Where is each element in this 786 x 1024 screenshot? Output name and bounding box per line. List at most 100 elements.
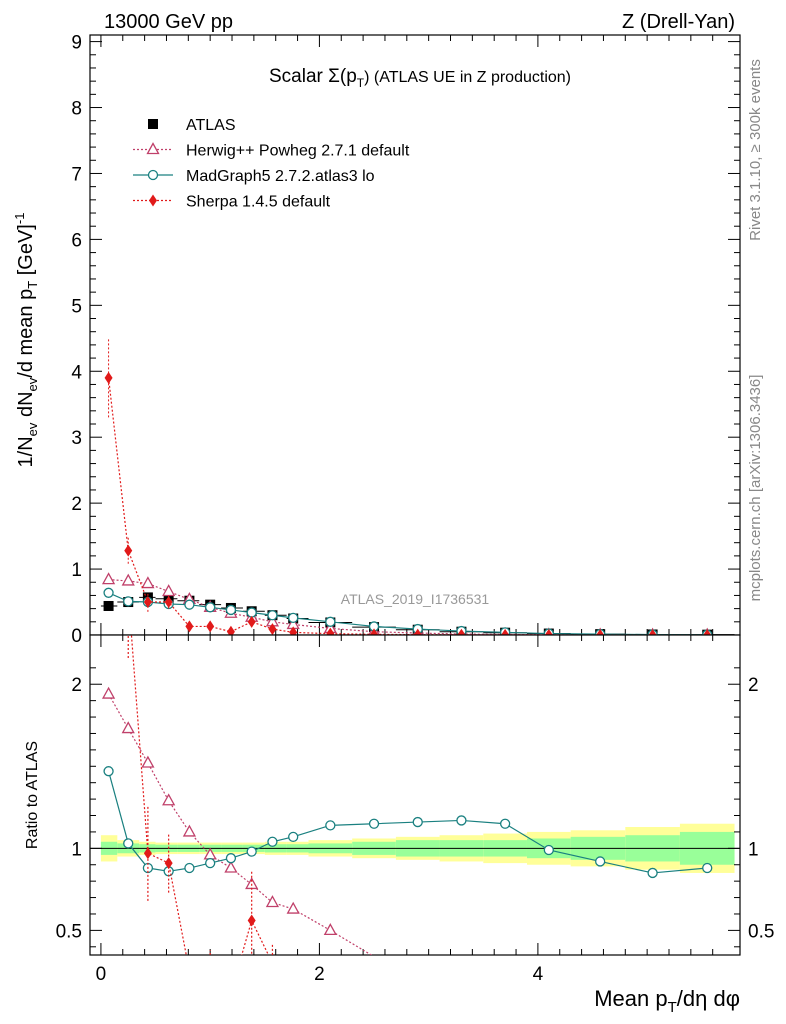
series-point-3 — [104, 371, 113, 384]
main-ytick-label: 0 — [71, 626, 82, 647]
header-left: 13000 GeV pp — [104, 11, 233, 33]
ratio-point-1 — [412, 816, 423, 828]
ratio-point-2 — [247, 914, 256, 927]
main-ylabel: 1/Nev dNev/d mean pT [GeV]-1 — [12, 213, 40, 468]
series-point-2 — [123, 596, 134, 607]
ratio-ytick-label-right: 1 — [748, 839, 759, 860]
series-point-2 — [246, 607, 257, 618]
ratio-ylabel: Ratio to ATLAS — [24, 741, 41, 849]
legend-marker — [149, 194, 157, 207]
series-point-2 — [225, 604, 237, 616]
main-ytick-label: 3 — [71, 428, 82, 449]
ratio-axes: 0.5 0.5 1 1 2 2 0 2 4 — [56, 635, 774, 985]
legend: ATLAS Herwig++ Powheg 2.7.1 default MadGra… — [133, 117, 410, 211]
ratio-panel: 0.5 0.5 1 1 2 2 0 2 4 — [56, 634, 774, 985]
x-axis-label: Mean pT/dη dφ — [594, 986, 740, 1016]
mcplots-label: mcplots.cern.ch [arXiv:1306.3436] — [747, 375, 764, 602]
series-point-1 — [141, 576, 155, 589]
legend-label: Sherpa 1.4.5 default — [186, 194, 331, 211]
main-ytick-label: 1 — [71, 560, 82, 581]
legend-marker — [148, 119, 158, 129]
ratio-point-1 — [225, 853, 237, 864]
main-ytick-label: 2 — [71, 494, 82, 515]
ratio-point-0 — [182, 824, 197, 837]
main-ytick-label: 4 — [71, 362, 82, 383]
ratio-point-1 — [499, 818, 511, 829]
ratio-point-1 — [205, 857, 216, 869]
main-series — [100, 338, 735, 641]
plot-title: Scalar Σ(pT) (ATLAS UE in Z production) — [269, 66, 571, 90]
ratio-ytick-label: 1 — [71, 839, 82, 860]
ratio-xtick-label: 4 — [533, 964, 544, 985]
legend-marker — [147, 169, 159, 181]
ratio-point-2 — [143, 847, 152, 860]
series-point-2 — [184, 599, 195, 610]
ratio-point-1 — [702, 862, 713, 874]
ratio-point-1 — [325, 820, 336, 831]
ratio-xtick-label: 0 — [96, 964, 107, 985]
ratio-point-0 — [141, 755, 155, 768]
x-axis-label-suffix: /dη dφ — [677, 986, 740, 1011]
plot-title-sub: T — [357, 76, 365, 90]
ratio-point-0 — [286, 901, 300, 914]
plot-title-prefix: Scalar — [269, 66, 328, 87]
main-frame — [89, 34, 741, 636]
series-point-2 — [288, 612, 299, 624]
series-point-3 — [206, 620, 215, 633]
ratio-point-1 — [123, 838, 134, 849]
rivet-label: Rivet 3.1.10, ≥ 300k events — [747, 59, 764, 241]
ratio-point-1 — [246, 846, 257, 857]
ratio-point-2 — [164, 857, 173, 870]
series-point-3 — [124, 544, 133, 557]
series-point-2 — [205, 602, 216, 613]
series-point-2 — [103, 587, 114, 598]
ratio-point-1 — [595, 856, 606, 867]
legend-label: MadGraph5 2.7.2.atlas3 lo — [186, 168, 375, 185]
ratio-point-1 — [184, 862, 195, 874]
ratio-frame — [89, 634, 741, 956]
series-point-3 — [185, 620, 194, 633]
ratio-point-0 — [224, 860, 238, 873]
ratio-ytick-label: 0.5 — [56, 921, 82, 942]
main-ytick-label: 8 — [71, 99, 82, 120]
series-point-0 — [103, 600, 114, 611]
series-point-3 — [164, 596, 173, 609]
ratio-point-1 — [288, 831, 299, 842]
ratio-point-1 — [368, 818, 380, 829]
ratio-point-1 — [543, 844, 554, 856]
main-ytick-label: 7 — [71, 164, 82, 185]
series-point-3 — [143, 596, 152, 609]
ratio-series-clipped — [101, 635, 713, 955]
legend-marker — [146, 142, 160, 155]
main-panel: 0 1 2 3 4 5 6 7 8 9 ATLAS_2019_I1736531 Scalar Σ(… — [71, 33, 741, 647]
ratio-point-0 — [101, 686, 116, 699]
series-point-2 — [325, 616, 336, 627]
series-point-2 — [267, 610, 278, 621]
ratio-ytick-label-right: 2 — [748, 675, 759, 696]
main-ytick-label: 9 — [71, 33, 82, 54]
ratio-point-0 — [265, 895, 280, 908]
plot-title-sigma: Σ(p — [328, 66, 357, 87]
ratio-ytick-label-right: 0.5 — [748, 921, 774, 942]
ratio-point-1 — [456, 815, 467, 826]
legend-label: ATLAS — [186, 117, 236, 134]
ratio-point-0 — [121, 721, 135, 734]
analysis-watermark: ATLAS_2019_I1736531 — [341, 591, 490, 607]
ratio-point-1 — [267, 836, 278, 847]
series-point-3 — [247, 615, 256, 628]
ratio-point-0 — [323, 923, 337, 936]
x-axis-label-sub: T — [668, 999, 677, 1016]
legend-label: Herwig++ Powheg 2.7.1 default — [186, 143, 410, 160]
main-axes: 0 1 2 3 4 5 6 7 8 9 — [71, 33, 740, 647]
x-axis-label-prefix: Mean p — [594, 986, 667, 1011]
header-right: Z (Drell-Yan) — [622, 11, 735, 33]
plot-title-suffix: ) (ATLAS UE in Z production) — [364, 69, 571, 86]
ratio-point-1 — [103, 766, 114, 777]
ratio-ytick-label: 2 — [71, 675, 82, 696]
ratio-point-1 — [647, 867, 658, 879]
series-point-3 — [268, 623, 277, 636]
main-ytick-label: 5 — [71, 296, 82, 317]
ratio-point-0 — [162, 793, 176, 806]
series-point-1 — [121, 573, 135, 586]
